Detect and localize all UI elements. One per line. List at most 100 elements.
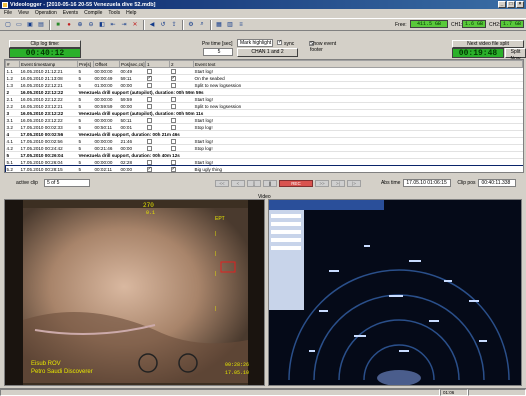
row-ch1-checkbox[interactable] [146, 166, 152, 172]
row-ch1-checkbox[interactable] [146, 159, 152, 165]
mark-out-icon[interactable]: ⇥ [121, 22, 127, 28]
col-header-pos[interactable]: Pos[sec,cs] [119, 60, 146, 68]
camera-icon[interactable]: ■ [56, 21, 60, 28]
play-button[interactable]: |> [346, 179, 361, 187]
fast-forward-button[interactable]: >> [314, 179, 329, 187]
maximize-button[interactable]: □ [507, 1, 515, 8]
table-group-row[interactable]: 5 17.05.2010 00:26:04 Venezuela drill supp… [5, 151, 523, 159]
pause-button[interactable]: || [262, 179, 277, 187]
new-icon[interactable]: ▢ [5, 22, 11, 28]
clip-icon[interactable]: ◧ [99, 22, 105, 28]
row-ch1-checkbox[interactable] [146, 145, 152, 151]
go-back-icon[interactable]: ◀ [149, 22, 155, 28]
record-icon[interactable]: ● [67, 21, 71, 28]
col-header-ch2[interactable]: 2 [169, 60, 194, 68]
col-header-id[interactable]: # [5, 60, 20, 68]
rec-button[interactable]: REC [278, 179, 313, 187]
table-row[interactable]: 4.1 17.05.2010 00:02:56 5 00:00:00 21:46 Star… [5, 137, 523, 145]
save-all-icon[interactable]: ▤ [38, 22, 44, 28]
grid-icon[interactable]: ▥ [227, 22, 233, 28]
row-ch1-checkbox[interactable] [146, 138, 152, 144]
video-channel-1[interactable]: EPT | | | | 270 0.1 Eisub ROV Petro Saud… [4, 199, 265, 386]
mark-in-icon[interactable]: ⇤ [110, 22, 116, 28]
row-event-text[interactable]: Big ugly thing [193, 165, 523, 172]
row-event-text[interactable]: Split to new logsession [193, 102, 523, 110]
cut-icon[interactable]: ✕ [132, 22, 138, 28]
table-row[interactable]: 2.2 16.05.2010 23:12:21 5 00:59:59 00:00 Spli… [5, 102, 523, 110]
col-header-timestamp[interactable]: Event timestamp [19, 60, 78, 68]
row-ch2-checkbox[interactable] [170, 68, 176, 74]
close-button[interactable]: × [516, 1, 524, 8]
rewind-button[interactable]: << [214, 179, 229, 187]
active-clip-input[interactable]: 5 of 5 [43, 179, 90, 187]
row-event-text[interactable]: Start log! [193, 67, 523, 75]
pretime-input[interactable]: 5 [203, 48, 233, 56]
row-ch2-checkbox[interactable] [170, 103, 176, 109]
menu-view[interactable]: View [18, 10, 29, 16]
row-ch2-checkbox[interactable] [170, 117, 176, 123]
row-ch2-checkbox[interactable] [170, 166, 176, 172]
table-row[interactable]: 2.1 16.05.2010 22:12:22 5 00:00:00 59:59 Star… [5, 95, 523, 103]
stop-button[interactable]: [] [246, 179, 261, 187]
table-row[interactable]: 3.2 17.05.2010 00:02:33 5 00:50:11 00:01 Stop… [5, 123, 523, 131]
show-event-checkbox[interactable] [309, 41, 315, 47]
row-event-text[interactable]: Start log! [193, 95, 523, 103]
open-icon[interactable]: ▭ [16, 22, 22, 28]
layout-icon[interactable]: ▦ [216, 22, 222, 28]
list-icon[interactable]: ≡ [239, 21, 243, 28]
replay-icon[interactable]: ↺ [160, 22, 166, 28]
minimize-button[interactable]: _ [498, 1, 506, 8]
step-forward-button[interactable]: >| [330, 179, 345, 187]
menu-compile[interactable]: Compile [84, 10, 103, 16]
col-header-event-text[interactable]: Event text [193, 60, 523, 68]
table-group-row[interactable]: 2 16.05.2010 22:12:22 Venezuela drill supp… [5, 88, 523, 96]
row-ch2-checkbox[interactable] [170, 159, 176, 165]
row-ch1-checkbox[interactable] [146, 96, 152, 102]
split-now-button[interactable]: Split Now [505, 48, 526, 62]
sync-checkbox[interactable] [277, 39, 282, 46]
zoom-in-icon[interactable]: ⊕ [77, 22, 83, 28]
row-ch1-checkbox[interactable] [146, 124, 152, 130]
row-event-text[interactable]: Stop log! [193, 144, 523, 152]
row-ch2-checkbox[interactable] [170, 82, 176, 88]
row-ch2-checkbox[interactable] [170, 145, 176, 151]
row-ch1-checkbox[interactable] [146, 103, 152, 109]
row-ch2-checkbox[interactable] [170, 138, 176, 144]
menu-tools[interactable]: Tools [108, 10, 121, 16]
row-ch1-checkbox[interactable] [146, 75, 152, 81]
menu-events[interactable]: Events [62, 10, 79, 16]
row-event-text[interactable]: Start log! [193, 116, 523, 124]
col-header-ch1[interactable]: 1 [145, 60, 170, 68]
table-group-row[interactable]: 3 16.05.2010 23:12:22 Venezuela drill supp… [5, 109, 523, 117]
row-ch1-checkbox[interactable] [146, 117, 152, 123]
row-event-text[interactable]: Split to new logsession [193, 81, 523, 89]
menu-help[interactable]: Help [126, 10, 137, 16]
row-event-text[interactable]: On the seabed [193, 74, 523, 82]
col-header-offset[interactable]: Offset [93, 60, 120, 68]
row-event-text[interactable]: Start log! [193, 137, 523, 145]
settings-icon[interactable]: ⚙ [188, 22, 194, 28]
channel-button[interactable]: CHAN 1 and 2 [237, 48, 298, 57]
col-header-pre[interactable]: Pre[s] [77, 60, 94, 68]
table-row[interactable]: 5.1 17.05.2010 00:26:04 5 00:00:00 02:28 Star… [5, 158, 523, 166]
row-ch2-checkbox[interactable] [170, 96, 176, 102]
step-back-button[interactable]: < [230, 179, 245, 187]
table-row[interactable]: 1.3 16.05.2010 22:12:21 5 01:00:00 00:00 Spli… [5, 81, 523, 89]
row-event-text[interactable]: Start log! [193, 158, 523, 166]
menu-file[interactable]: File [4, 10, 13, 16]
export-icon[interactable]: ⇪ [171, 22, 177, 28]
video-channel-2[interactable] [268, 199, 522, 386]
row-ch2-checkbox[interactable] [170, 75, 176, 81]
menu-operation[interactable]: Operation [34, 10, 57, 16]
row-event-text[interactable]: Stop log! [193, 123, 523, 131]
table-group-row[interactable]: 4 17.05.2010 00:02:56 Venezuela drill supp… [5, 130, 523, 138]
table-row[interactable]: 3.1 16.05.2010 23:12:22 5 00:00:00 50:11 Star… [5, 116, 523, 124]
row-ch1-checkbox[interactable] [146, 82, 152, 88]
highlight-select[interactable]: Mark highlight [237, 39, 273, 47]
row-ch1-checkbox[interactable] [146, 68, 152, 74]
find-icon[interactable]: ⌕ [200, 21, 204, 27]
save-icon[interactable]: ▣ [27, 22, 33, 28]
row-ch2-checkbox[interactable] [170, 124, 176, 130]
